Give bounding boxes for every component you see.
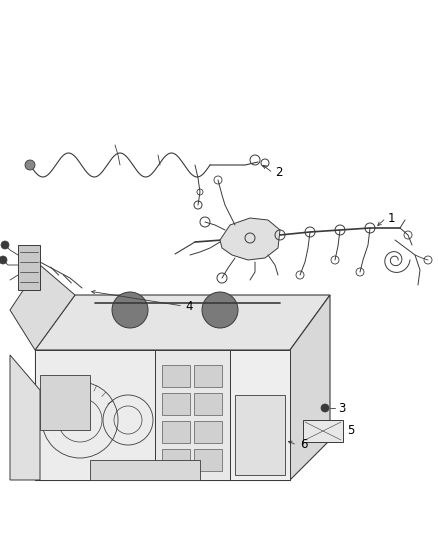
Polygon shape [290, 295, 330, 480]
Bar [162, 365, 190, 387]
Text: 6: 6 [300, 439, 307, 451]
Bar [303, 420, 343, 442]
Circle shape [25, 160, 35, 170]
Bar [18, 245, 40, 290]
Text: 5: 5 [347, 424, 354, 438]
Polygon shape [35, 295, 330, 350]
Polygon shape [155, 350, 230, 480]
Bar [194, 365, 222, 387]
Text: 3: 3 [338, 401, 346, 415]
Bar [162, 393, 190, 415]
Polygon shape [40, 375, 90, 430]
Bar [194, 393, 222, 415]
Polygon shape [235, 395, 285, 475]
Bar [162, 421, 190, 443]
Polygon shape [90, 460, 200, 480]
Bar [194, 421, 222, 443]
Polygon shape [35, 350, 290, 480]
Polygon shape [35, 350, 155, 480]
Circle shape [112, 292, 148, 328]
Polygon shape [10, 265, 75, 350]
Text: 1: 1 [388, 212, 396, 224]
Bar [162, 449, 190, 471]
Text: 2: 2 [275, 166, 283, 180]
Polygon shape [230, 350, 290, 480]
Polygon shape [220, 218, 280, 260]
Bar [194, 449, 222, 471]
Circle shape [0, 256, 7, 264]
Circle shape [321, 404, 329, 412]
Polygon shape [10, 355, 40, 480]
Text: 4: 4 [185, 300, 192, 312]
Circle shape [1, 241, 9, 249]
Circle shape [202, 292, 238, 328]
